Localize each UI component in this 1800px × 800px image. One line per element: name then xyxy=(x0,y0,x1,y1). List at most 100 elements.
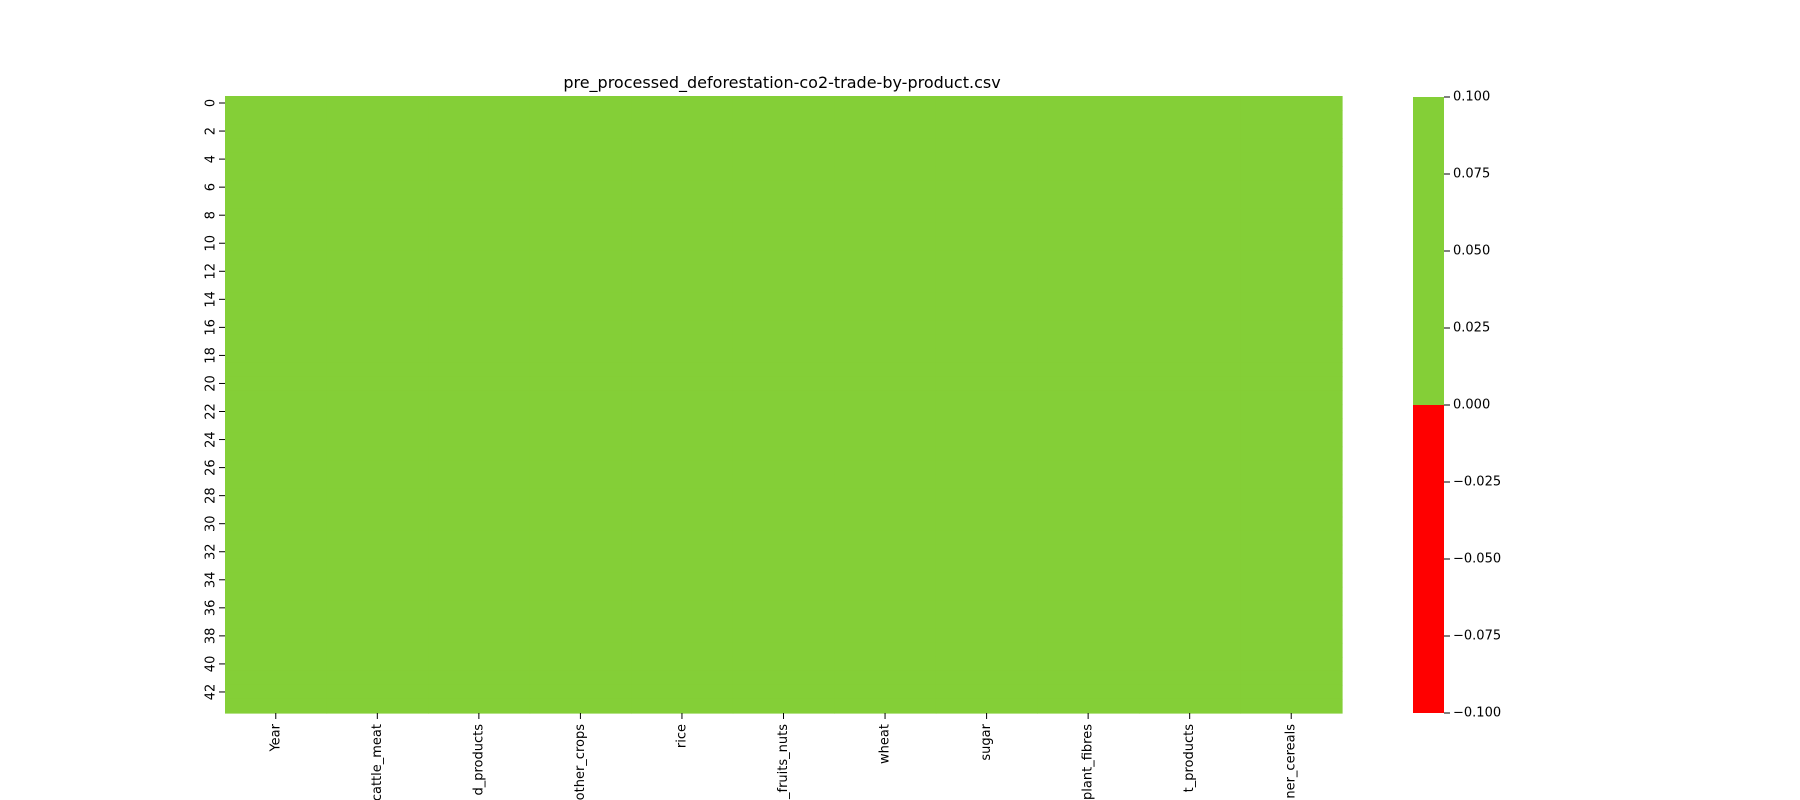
heatmap-cell xyxy=(529,460,632,476)
heatmap-cell xyxy=(732,334,835,350)
heatmap-cell xyxy=(1037,404,1140,420)
heatmap-cell xyxy=(1037,600,1140,616)
heatmap-cell xyxy=(529,614,632,630)
heatmap-cell xyxy=(529,502,632,518)
colorbar-tick-label: −0.100 xyxy=(1453,706,1501,721)
heatmap-cell xyxy=(326,348,429,364)
heatmap-cell xyxy=(529,222,632,237)
heatmap-cell xyxy=(326,110,429,125)
heatmap-cell xyxy=(225,432,328,448)
heatmap-cell xyxy=(326,432,429,448)
heatmap-cell xyxy=(428,502,531,518)
heatmap-cell xyxy=(225,488,328,504)
heatmap-cell xyxy=(834,250,937,265)
heatmap-cell xyxy=(1138,250,1242,265)
heatmap-cell xyxy=(1138,446,1242,462)
heatmap-cell xyxy=(1240,418,1343,434)
heatmap-cell xyxy=(935,684,1038,700)
heatmap-cell xyxy=(834,320,937,335)
heatmap-cell xyxy=(225,96,328,111)
row-tick-label: 4 xyxy=(204,155,219,163)
heatmap-cell xyxy=(631,180,734,195)
heatmap-cell xyxy=(225,376,328,392)
heatmap-cell xyxy=(834,656,937,672)
heatmap-cell xyxy=(225,656,328,672)
heatmap-cell xyxy=(1240,334,1343,350)
heatmap-cell xyxy=(631,348,734,364)
heatmap-cell xyxy=(428,334,531,350)
heatmap-cell xyxy=(529,376,632,392)
heatmap-cell xyxy=(225,138,328,153)
heatmap-cell xyxy=(1037,670,1140,686)
column-tick-label: rice xyxy=(674,724,689,748)
heatmap-cell xyxy=(529,110,632,125)
heatmap-cell xyxy=(935,376,1038,392)
heatmap-cell xyxy=(631,124,734,139)
heatmap-cell xyxy=(1240,152,1343,167)
heatmap-cell xyxy=(529,474,632,490)
heatmap-cell xyxy=(1240,656,1343,672)
heatmap-cell xyxy=(732,670,835,686)
heatmap-cell xyxy=(529,446,632,462)
heatmap-cell xyxy=(225,530,328,546)
heatmap-cell xyxy=(428,348,531,364)
chart-title: pre_processed_deforestation-co2-trade-by… xyxy=(563,73,1000,93)
heatmap-cell xyxy=(1037,698,1140,714)
heatmap-cell xyxy=(631,558,734,574)
heatmap-cell xyxy=(1037,376,1140,392)
heatmap-cell xyxy=(935,516,1038,532)
column-tick-label: wheat xyxy=(878,724,893,764)
heatmap-cell xyxy=(428,292,531,307)
heatmap-cell xyxy=(631,250,734,265)
column-axis: Year cattle_meat d_products other_crops rice… xyxy=(268,713,1299,800)
heatmap-cell xyxy=(1240,446,1343,462)
heatmap-cell xyxy=(225,208,328,223)
heatmap-cell xyxy=(225,642,328,658)
heatmap-cell xyxy=(732,348,835,364)
heatmap-cell xyxy=(529,572,632,588)
colorbar-tick-label: 0.000 xyxy=(1453,398,1490,413)
heatmap-cell xyxy=(1037,446,1140,462)
heatmap-cell xyxy=(225,614,328,630)
heatmap-cell xyxy=(732,558,835,574)
heatmap-cell xyxy=(428,124,531,139)
heatmap-cell xyxy=(326,278,429,293)
heatmap-cell xyxy=(834,628,937,644)
heatmap-cell xyxy=(631,446,734,462)
heatmap-cell xyxy=(935,460,1038,476)
heatmap-cell xyxy=(935,446,1038,462)
heatmap-cell xyxy=(1240,208,1343,223)
heatmap-cell xyxy=(834,292,937,307)
heatmap-cell xyxy=(428,418,531,434)
heatmap-cell xyxy=(326,698,429,714)
heatmap-cell xyxy=(428,110,531,125)
heatmap-cell xyxy=(1240,600,1343,616)
heatmap-cell xyxy=(935,264,1038,279)
heatmap-cell xyxy=(834,404,937,420)
heatmap-cell xyxy=(428,194,531,209)
heatmap-cell xyxy=(1037,292,1140,307)
heatmap-cell xyxy=(631,110,734,125)
heatmap-cell xyxy=(326,418,429,434)
heatmap-cell xyxy=(529,558,632,574)
heatmap-cell xyxy=(225,600,328,616)
heatmap-cell xyxy=(732,418,835,434)
heatmap-cell xyxy=(1240,376,1343,392)
heatmap-cell xyxy=(1138,390,1242,406)
heatmap-cell xyxy=(225,586,328,602)
column-tick-label: sugar xyxy=(979,723,994,760)
heatmap-cell xyxy=(1037,194,1140,209)
heatmap-cell xyxy=(326,376,429,392)
heatmap-cell xyxy=(834,572,937,588)
heatmap-cell xyxy=(326,586,429,602)
heatmap-cell xyxy=(326,236,429,251)
heatmap-cell xyxy=(225,222,328,237)
heatmap-cell xyxy=(529,404,632,420)
heatmap-cell xyxy=(631,138,734,153)
heatmap-cell xyxy=(631,418,734,434)
heatmap-cell xyxy=(326,600,429,616)
heatmap-cell xyxy=(732,544,835,560)
heatmap-cell xyxy=(1240,558,1343,574)
heatmap-cell xyxy=(529,544,632,560)
heatmap-cell xyxy=(1037,110,1140,125)
